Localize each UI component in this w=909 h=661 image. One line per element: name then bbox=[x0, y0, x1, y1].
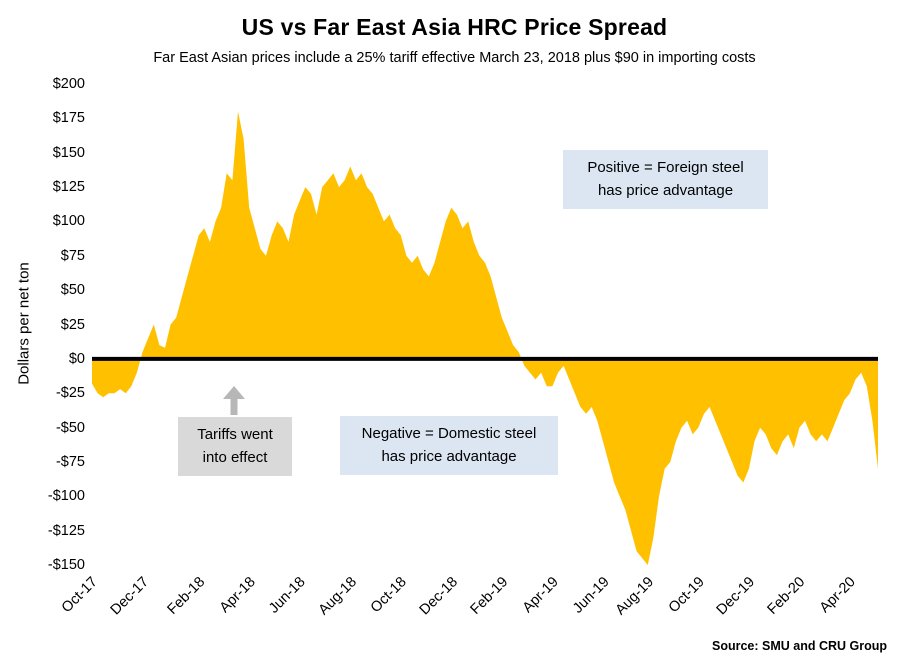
y-axis-tick-label: -$150 bbox=[47, 557, 85, 573]
y-axis-tick-label: -$100 bbox=[47, 488, 85, 505]
tariff-annotation-line2: into effect bbox=[202, 448, 268, 466]
y-axis-tick-label: -$75 bbox=[55, 453, 85, 470]
x-axis-tick-label: Jun-19 bbox=[569, 574, 613, 617]
y-axis-tick-label: $200 bbox=[52, 76, 85, 92]
source-credit: Source: SMU and CRU Group bbox=[711, 639, 887, 653]
x-axis-tick-label: Dec-17 bbox=[107, 574, 152, 619]
x-axis-tick-label: Apr-18 bbox=[216, 574, 259, 617]
positive-spread-annotation: Positive = Foreign steel has price advan… bbox=[563, 150, 768, 209]
negative-annotation-line2: has price advantage bbox=[381, 447, 517, 465]
price-spread-area-chart bbox=[92, 111, 878, 565]
y-axis-tick-label: $100 bbox=[52, 213, 85, 230]
y-axis-tick-label: -$50 bbox=[55, 419, 85, 436]
positive-annotation-line2: has price advantage bbox=[597, 181, 734, 199]
x-axis-tick-label: Oct-19 bbox=[665, 574, 708, 617]
tariff-annotation-line1: Tariffs went bbox=[197, 426, 273, 443]
y-axis-title: Dollars per net ton bbox=[15, 262, 33, 385]
tariff-effect-annotation: Tariffs went into effect bbox=[178, 417, 292, 476]
x-axis-tick-label: Feb-20 bbox=[764, 574, 809, 618]
x-axis-tick-label: Aug-18 bbox=[315, 574, 360, 619]
y-axis-tick-label: $0 bbox=[68, 350, 85, 367]
y-axis-tick-label: -$25 bbox=[55, 385, 85, 402]
x-axis-tick-label: Oct-17 bbox=[59, 574, 102, 617]
negative-spread-annotation: Negative = Domestic steel has price adva… bbox=[340, 416, 558, 475]
negative-annotation-line1: Negative = Domestic steel bbox=[361, 425, 537, 442]
x-axis-tick-label: Feb-19 bbox=[467, 574, 512, 618]
y-axis-tick-label: $75 bbox=[60, 247, 85, 264]
x-axis-tick-label: Apr-20 bbox=[817, 574, 860, 617]
chart-title: US vs Far East Asia HRC Price Spread bbox=[241, 14, 668, 40]
positive-annotation-line1: Positive = Foreign steel bbox=[587, 159, 744, 176]
up-arrow-icon bbox=[223, 386, 245, 415]
x-axis-tick-label: Dec-19 bbox=[713, 574, 759, 619]
y-axis-tick-label: $25 bbox=[60, 316, 85, 333]
x-axis-tick-label: Jun-18 bbox=[266, 574, 310, 617]
chart-subtitle: Far East Asian prices include a 25% tari… bbox=[153, 50, 756, 66]
y-axis-tick-label: -$125 bbox=[47, 522, 85, 539]
x-axis-tick-label: Feb-18 bbox=[164, 574, 208, 618]
y-axis-tick-label: $125 bbox=[52, 179, 85, 196]
x-axis-tick-label: Apr-19 bbox=[519, 574, 562, 617]
price-spread-area-fill bbox=[92, 111, 878, 565]
x-axis-tick-label: Aug-19 bbox=[612, 574, 658, 619]
y-axis-tick-label: $50 bbox=[60, 282, 85, 299]
y-axis-tick-label: $150 bbox=[52, 144, 85, 161]
x-axis-tick-label: Oct-18 bbox=[368, 574, 411, 617]
x-axis-tick-label: Dec-18 bbox=[416, 574, 461, 619]
y-axis-tick-label: $175 bbox=[52, 110, 85, 127]
